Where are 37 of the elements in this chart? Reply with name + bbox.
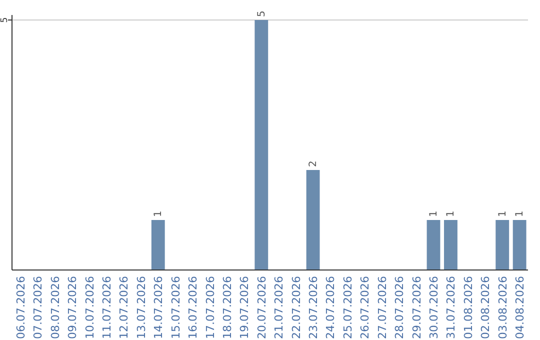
x-tick-label: 31.07.2026: [444, 276, 458, 339]
x-tick-label: 27.07.2026: [376, 276, 389, 339]
x-tick-label: 24.07.2026: [324, 276, 338, 339]
x-tick-label: 25.07.2026: [341, 276, 354, 339]
data-label: 1: [497, 210, 508, 217]
x-tick-label: 26.07.2026: [358, 276, 372, 339]
x-tick-label: 02.08.2026: [479, 276, 492, 339]
x-tick-label: 23.07.2026: [307, 276, 320, 339]
x-tick-label: 18.07.2026: [220, 276, 234, 339]
x-tick-label: 04.08.2026: [514, 276, 527, 339]
x-tick-label: 28.07.2026: [393, 276, 406, 339]
x-tick-label: 29.07.2026: [410, 276, 424, 339]
x-tick-label: 06.07.2026: [14, 276, 28, 339]
x-tick-label: 11.07.2026: [100, 276, 114, 339]
x-tick-label: 10.07.2026: [83, 276, 96, 339]
data-label: 2: [308, 160, 320, 167]
x-tick-label: 15.07.2026: [169, 276, 182, 339]
x-tick-label: 22.07.2026: [290, 276, 303, 339]
x-tick-label: 07.07.2026: [32, 276, 45, 339]
data-label: 5: [256, 10, 268, 17]
x-tick-label: 08.07.2026: [48, 276, 62, 339]
data-label: 1: [153, 210, 164, 217]
x-tick-label: 03.08.2026: [496, 276, 510, 339]
x-tick-label: 01.08.2026: [462, 276, 475, 339]
data-label: 1: [428, 210, 440, 217]
x-tick-label: 20.07.2026: [255, 276, 268, 339]
x-tick-label: 17.07.2026: [204, 276, 217, 339]
x-tick-label: 14.07.2026: [152, 276, 166, 339]
x-tick-label: 30.07.2026: [428, 276, 441, 339]
x-tick-label: 13.07.2026: [134, 276, 148, 339]
data-label: 1: [514, 210, 526, 217]
data-label: 1: [446, 210, 457, 217]
x-tick-label: 21.07.2026: [272, 276, 286, 339]
x-tick-label: 19.07.2026: [238, 276, 252, 339]
x-tick-label: 16.07.2026: [186, 276, 200, 339]
x-tick-label: 12.07.2026: [118, 276, 131, 339]
x-tick-label: 09.07.2026: [66, 276, 80, 339]
